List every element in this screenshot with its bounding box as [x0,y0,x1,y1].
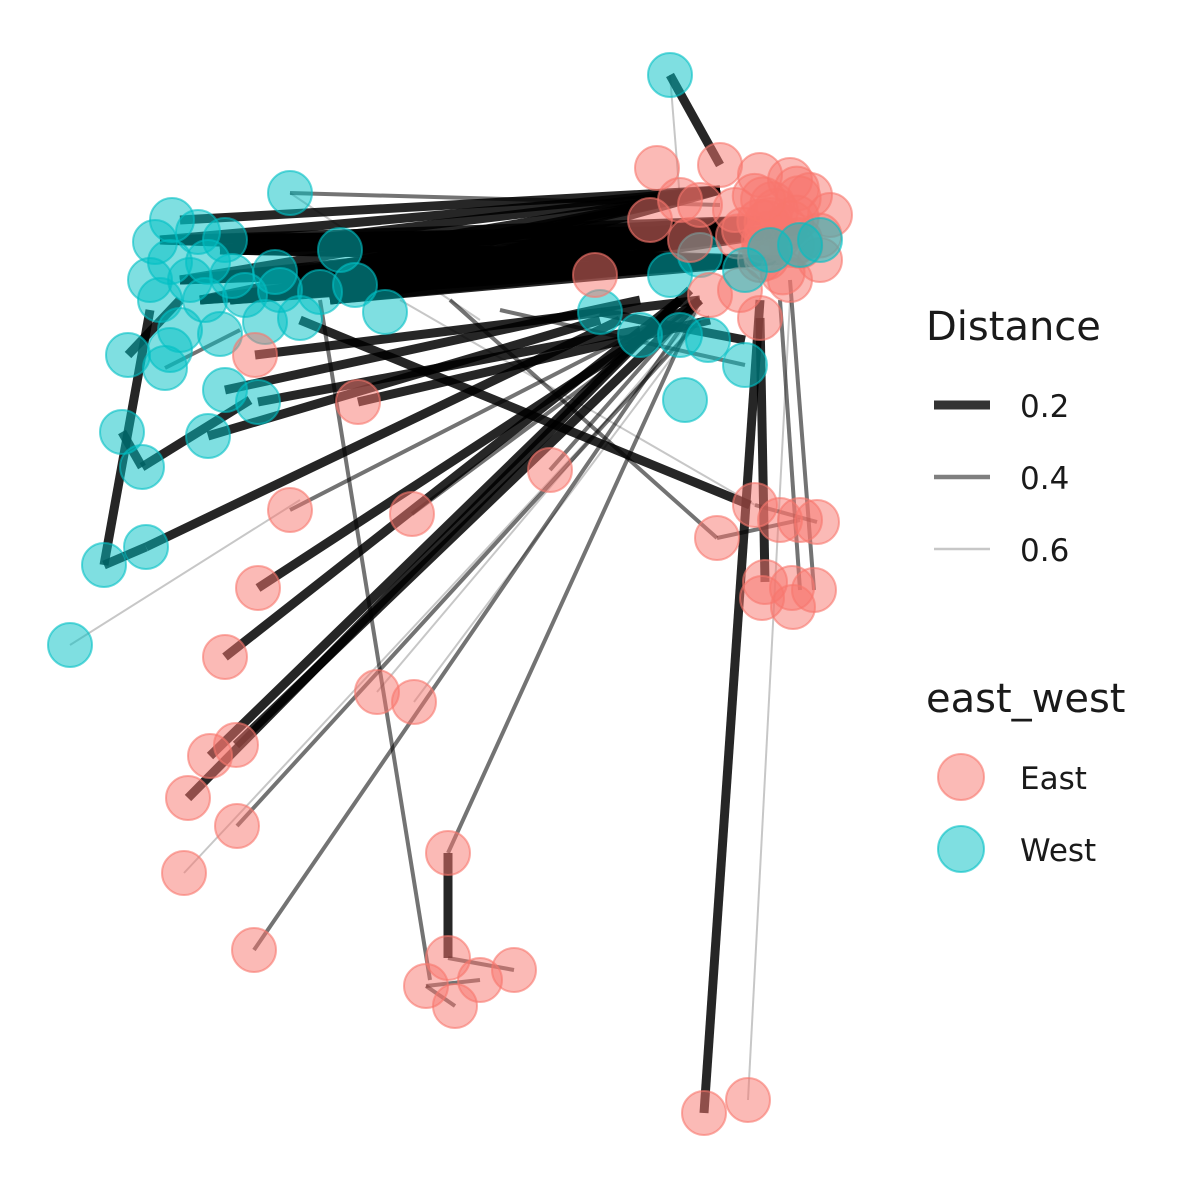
east-key-dot [937,753,985,801]
east-node-28 [694,515,740,561]
distance-label-0-2: 0.2 [1020,389,1069,425]
west-node-29 [99,409,145,455]
edge-84 [399,299,756,506]
east-node-22 [527,447,573,493]
distance-label-0-6: 0.6 [1020,533,1069,569]
edge-74 [699,299,765,1114]
west-node-30 [185,413,231,459]
east-node-24 [389,491,435,537]
west-legend-label: West [1020,833,1096,869]
edge-64 [252,298,702,952]
west-core-node-3 [797,217,843,263]
east-node-36 [770,584,816,630]
west-node-28 [235,379,281,425]
edge-85 [448,298,719,540]
east-node-1 [697,142,743,188]
node-layer [47,52,853,1136]
west-node-18 [332,262,378,308]
east-west-legend-title: east_west [926,676,1126,722]
east-node-17 [667,217,713,263]
east-node-23 [267,487,313,533]
west-node-23 [197,311,243,357]
east-node-29 [757,497,803,543]
distance-legend: Distance 0.2 0.4 0.6 [926,304,1101,569]
edge-51 [144,315,622,552]
east-node-38 [391,679,437,725]
edge-44 [179,185,721,225]
east-node-31 [202,634,248,680]
west-node-39 [722,342,768,388]
edge-55 [69,499,301,646]
edge-65 [446,299,702,854]
west-node-36 [617,312,663,358]
west-node-40 [662,377,708,423]
east-node-43 [161,850,207,896]
east-node-30 [235,565,281,611]
west-node-0 [647,52,693,98]
east-node-44 [425,830,471,876]
east-west-legend: east_west East West [926,676,1126,873]
edge-71 [376,309,701,693]
distance-label-0-4: 0.4 [1020,461,1069,497]
east-legend-label: East [1020,761,1087,797]
edge-63 [183,319,701,874]
west-node-19 [362,289,408,335]
east-node-51 [681,1090,727,1136]
east-node-19 [737,295,783,341]
east-node-50 [432,983,478,1029]
east-node-49 [491,947,537,993]
east-node-42 [214,803,260,849]
west-node-34 [47,622,93,668]
east-node-20 [232,332,278,378]
west-node-33 [123,524,169,570]
west-node-21 [277,295,323,341]
east-node-0 [634,145,680,191]
edge-61 [184,296,684,802]
edge-24 [219,185,721,255]
west-node-38 [685,317,731,363]
east-node-41 [165,775,211,821]
west-node-31 [119,444,165,490]
east-node-40 [187,733,233,779]
edge-62 [235,318,702,828]
edge-50 [224,295,641,395]
distance-legend-title: Distance [926,304,1101,350]
east-core-node-21 [740,176,787,223]
east-node-21 [335,379,381,425]
edge-58 [222,296,683,661]
east-node-52 [725,1077,771,1123]
edge-75 [747,299,791,1101]
west-node-26 [147,327,193,373]
east-node-15 [687,272,733,318]
edge-70 [413,319,701,703]
east-node-45 [231,927,277,973]
east-node-16 [657,177,703,223]
west-key-dot [937,825,985,873]
west-node-1 [267,170,313,216]
east-node-18 [572,252,618,298]
west-node-32 [81,542,127,588]
